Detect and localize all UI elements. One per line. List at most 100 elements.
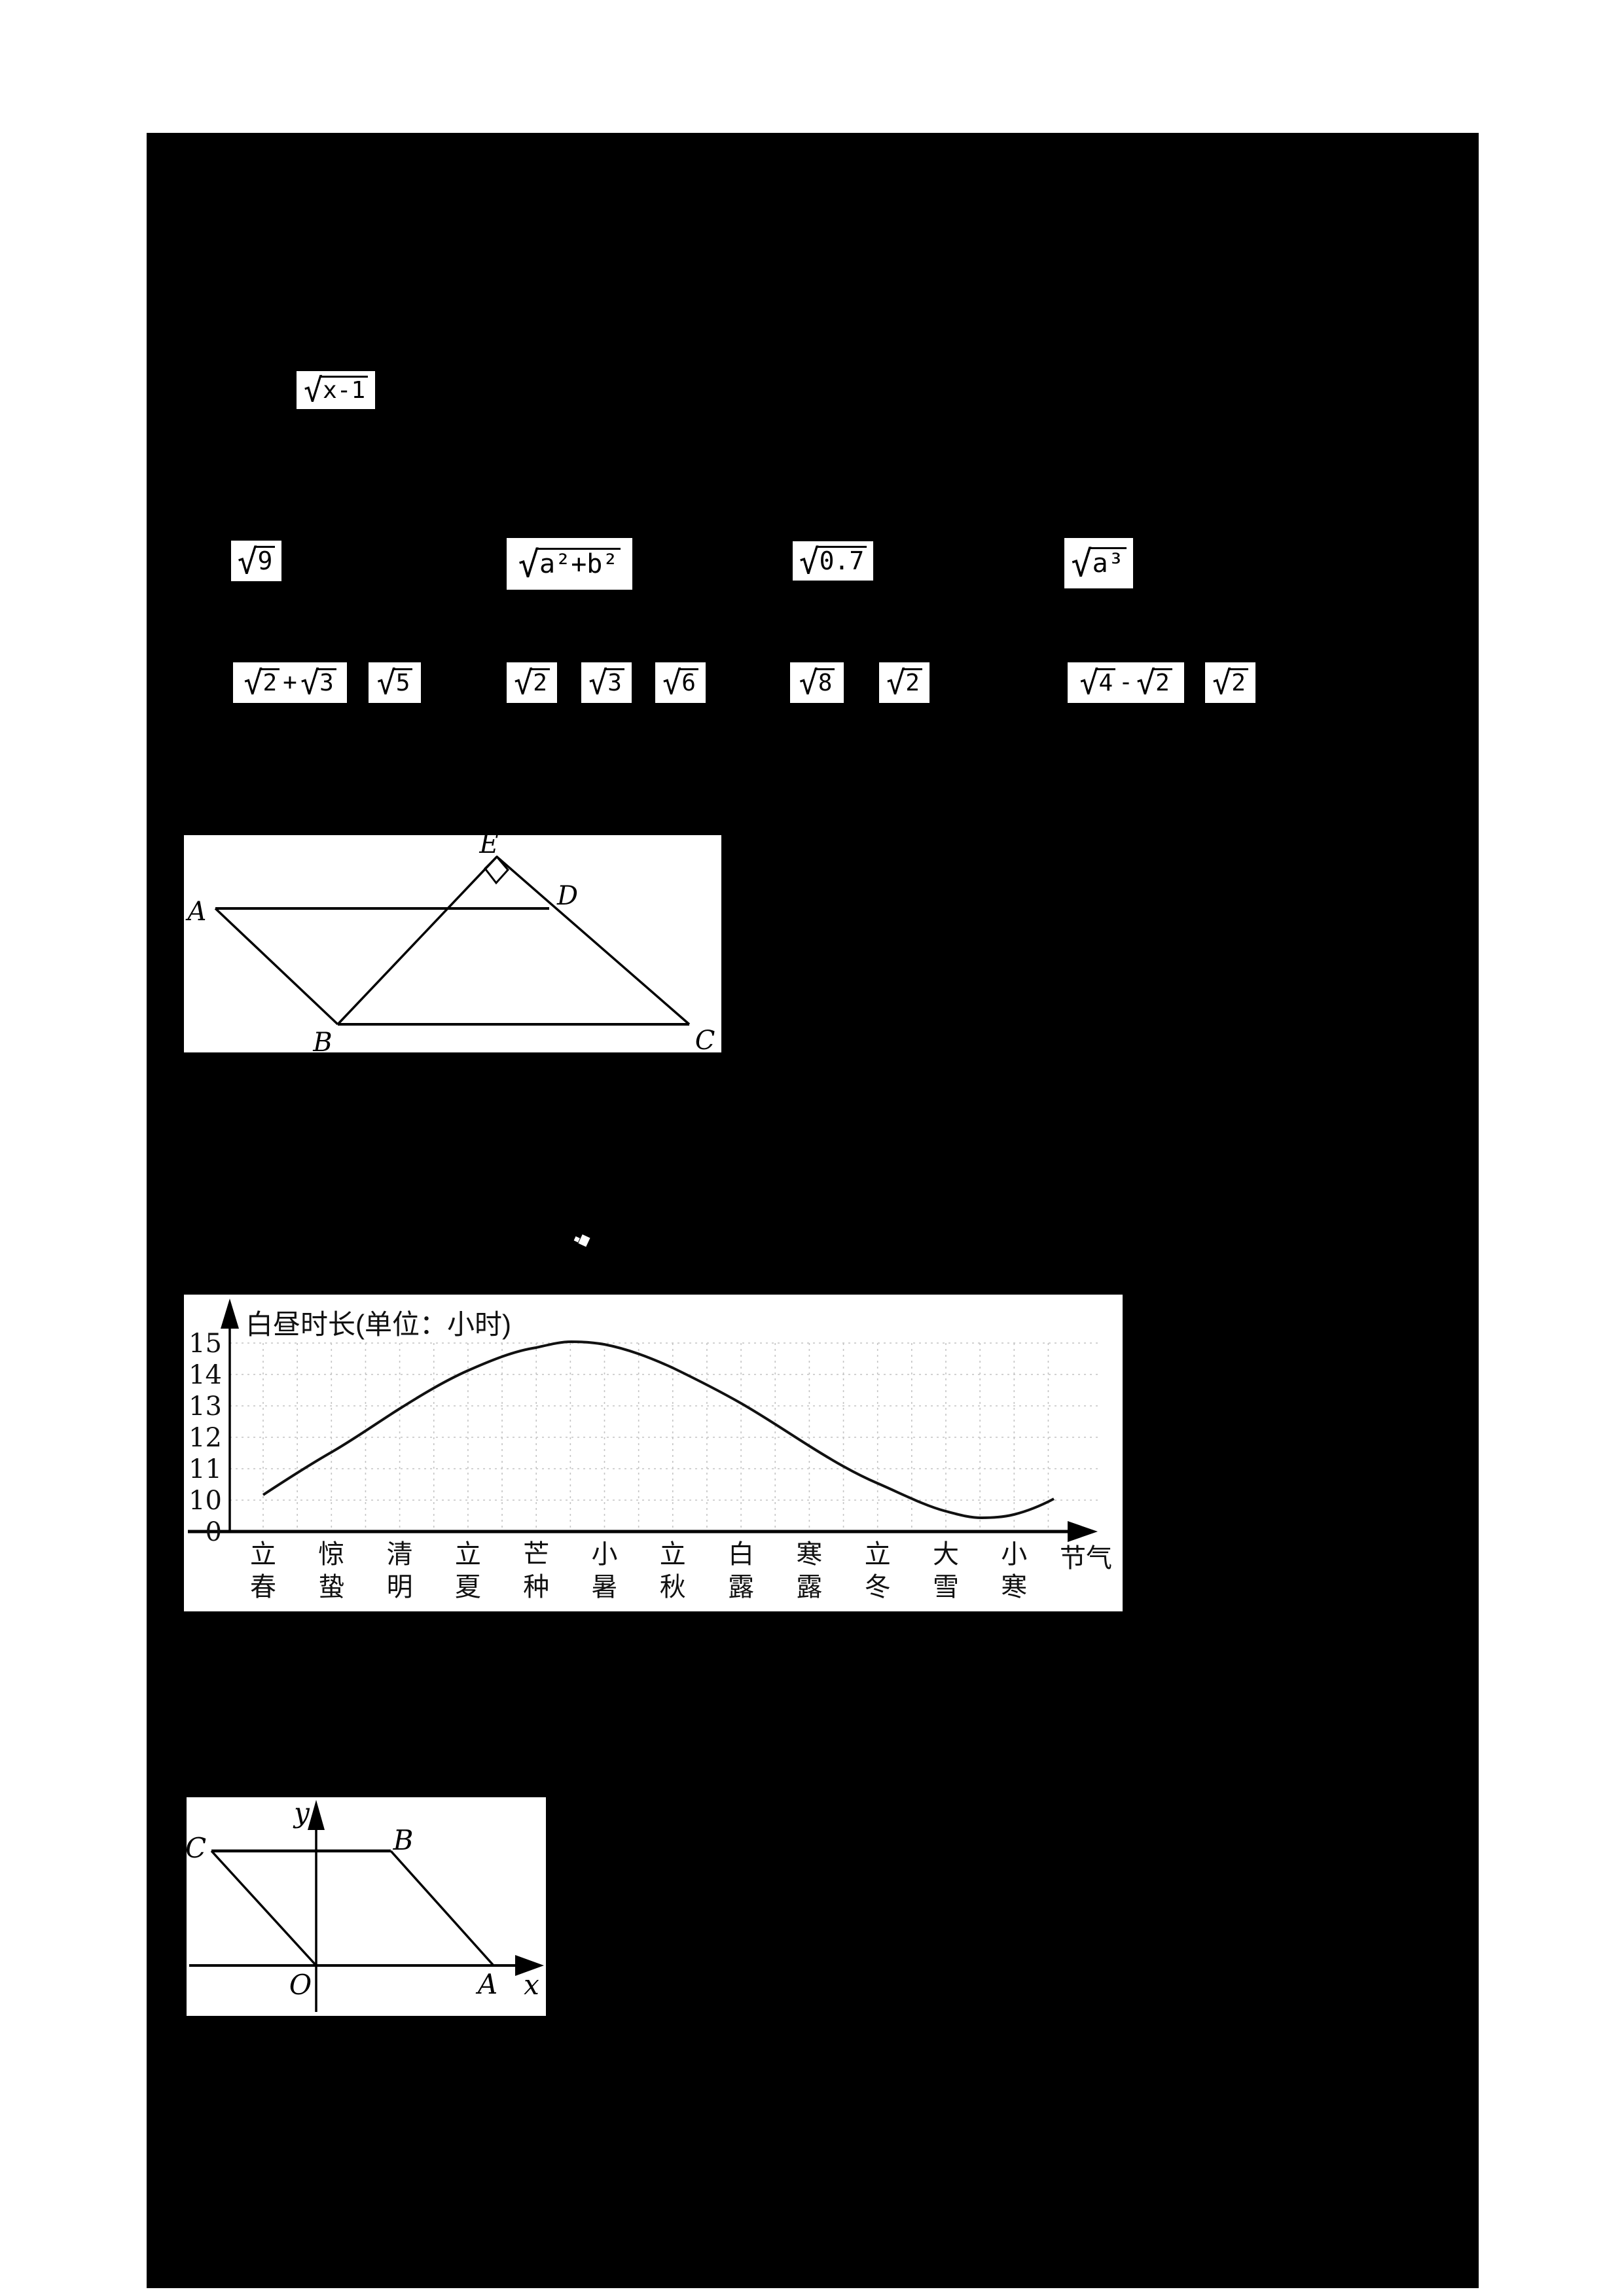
sqrt-expression: √ 2 xyxy=(514,668,550,699)
radical-formula-patch: √ 2 xyxy=(879,662,929,703)
radical-formula-patch: √ 0.7 xyxy=(793,541,873,581)
point-label-e: E xyxy=(478,835,498,859)
sqrt-expression: √ 4 xyxy=(1079,665,1116,702)
radical-sign-icon: √ xyxy=(303,372,323,410)
x-category-label: 夏 xyxy=(455,1573,481,1602)
x-category-label: 明 xyxy=(387,1573,413,1602)
origin-label-o: O xyxy=(289,1969,312,2001)
radicand: 2 xyxy=(531,668,550,696)
daylight-curve xyxy=(262,1340,1055,1520)
radical-sign-icon: √ xyxy=(1071,543,1092,585)
operator: + xyxy=(283,669,297,696)
sqrt-expression: √ 3 xyxy=(588,665,624,702)
radical-sign-icon: √ xyxy=(518,544,540,586)
radical-sign-icon: √ xyxy=(300,665,320,702)
x-category-label: 露 xyxy=(796,1573,822,1602)
y-axis-arrow xyxy=(308,1800,325,1830)
sqrt-expression: √ 2 xyxy=(244,668,280,699)
radicand: 3 xyxy=(605,668,624,696)
geometry-figure-svg: E A D B C xyxy=(185,835,715,1052)
x-category-label: 冬 xyxy=(865,1573,891,1602)
segment-ec xyxy=(496,855,691,1026)
radical-formula-patch: √ 2 xyxy=(1205,662,1255,703)
sqrt-expression: √ 3 xyxy=(300,665,336,702)
x-category-label: 立 xyxy=(455,1540,481,1569)
radical-formula-patch: √ a²+b² xyxy=(507,538,632,590)
radicand: 2 xyxy=(1229,668,1248,696)
radicand: 8 xyxy=(816,668,835,696)
radical-formula-patch: √ x-1 xyxy=(297,371,375,409)
point-label-c: C xyxy=(695,1026,715,1052)
radical-formula-patch: √ a³ xyxy=(1064,538,1133,588)
radicand: a²+b² xyxy=(537,548,621,578)
x-category-label: 大 xyxy=(933,1540,959,1569)
sqrt-expression: √ 8 xyxy=(799,665,835,702)
origin-label: 0 xyxy=(206,1517,222,1547)
x-category-label: 惊 xyxy=(318,1540,344,1569)
axis-label-y: y xyxy=(293,1797,310,1829)
radical-sign-icon: √ xyxy=(1212,665,1232,702)
radical-formula-patch: √ 4- √ 2 xyxy=(1068,662,1184,703)
radical-sign-icon: √ xyxy=(1136,665,1156,702)
x-category-label: 雪 xyxy=(933,1573,959,1602)
coordinate-figure-parallelogram-oabc: y C B O A x xyxy=(187,1797,546,2016)
radical-sign-icon: √ xyxy=(588,665,608,702)
point-label-c: C xyxy=(187,1832,206,1864)
sqrt-expression: √ 0.7 xyxy=(799,542,867,582)
right-angle-mark xyxy=(484,855,509,885)
x-category-label: 立 xyxy=(865,1540,891,1569)
sqrt-expression: √ 2 xyxy=(1212,665,1248,702)
radicand: 2 xyxy=(261,668,280,696)
y-tick-label: 12 xyxy=(189,1423,222,1453)
radical-formula-patch: √ 2 xyxy=(507,662,557,703)
sqrt-expression: √ a²+b² xyxy=(518,544,621,586)
x-category-label: 秋 xyxy=(660,1573,686,1602)
radicand: 9 xyxy=(255,545,276,575)
x-category-label: 春 xyxy=(250,1573,276,1602)
radicand: a³ xyxy=(1090,547,1127,577)
y-tick-label: 11 xyxy=(189,1454,222,1484)
x-axis-unit-label: 节气 xyxy=(1060,1544,1112,1573)
radical-sign-icon: √ xyxy=(799,665,818,702)
x-category-label: 露 xyxy=(728,1573,754,1602)
sqrt-expression: √ 2 xyxy=(886,668,922,699)
x-category-label: 芒 xyxy=(523,1540,549,1569)
sqrt-expression: √ 9 xyxy=(238,545,276,579)
x-category-label: 清 xyxy=(387,1540,413,1569)
radicand: 4 xyxy=(1096,668,1116,696)
radicand: 5 xyxy=(393,668,413,696)
y-tick-label: 10 xyxy=(189,1486,222,1516)
sqrt-expression: √ 5 xyxy=(377,668,413,699)
x-axis-arrow xyxy=(515,1955,544,1976)
point-label-b: B xyxy=(393,1824,414,1856)
y-tick-label: 14 xyxy=(189,1360,222,1390)
segment-ab xyxy=(214,907,339,1026)
radical-sign-icon: √ xyxy=(799,542,820,582)
operator: - xyxy=(1119,669,1133,696)
radical-sign-icon: √ xyxy=(662,665,682,702)
radical-formula-patch: √ 9 xyxy=(231,541,281,581)
x-category-label: 立 xyxy=(250,1540,276,1569)
segment-co xyxy=(210,1850,317,1967)
geometry-figure-parallelogram-abcd: E A D B C xyxy=(184,835,721,1052)
radicand: 6 xyxy=(679,668,698,696)
radicand: 3 xyxy=(317,668,336,696)
chart-gridlines xyxy=(230,1342,1100,1532)
x-category-label: 寒 xyxy=(1001,1573,1027,1602)
x-category-label: 立 xyxy=(660,1540,686,1569)
x-axis-arrow xyxy=(1068,1521,1098,1542)
radical-formula-patch: √ 2 + √ 3 xyxy=(233,662,347,703)
radical-sign-icon: √ xyxy=(1079,665,1099,702)
x-category-label: 小 xyxy=(592,1540,618,1569)
x-category-label: 寒 xyxy=(796,1540,822,1569)
x-category-label: 种 xyxy=(523,1573,549,1602)
radicand: 2 xyxy=(903,668,922,696)
daylight-duration-chart: 白昼时长(单位：小时) 0 节气 15 14 13 12 11 10 立春 惊蛰 清明 立夏 芒种 小… xyxy=(184,1295,1123,1611)
sqrt-expression: √ a³ xyxy=(1071,543,1127,585)
point-label-a: A xyxy=(475,1968,497,2000)
sqrt-expression: √ x-1 xyxy=(303,372,369,410)
radicand: x-1 xyxy=(321,376,369,403)
point-label-d: D xyxy=(556,881,578,911)
